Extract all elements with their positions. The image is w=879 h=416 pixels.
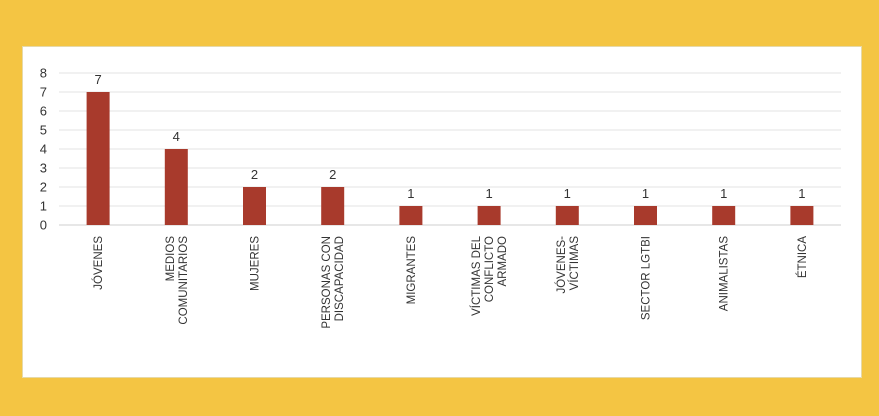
y-axis-ticks: 0 1 2 3 4 5 6 7 8 (40, 66, 47, 233)
category-label-line: ÉTNICA (796, 236, 809, 279)
bar (243, 187, 266, 225)
bar (86, 92, 110, 225)
category-label-line: MEDIOS (165, 236, 177, 282)
category-labels: JÓVENES MEDIOS COMUNITARIOS MUJERES PERSONAS… (92, 235, 809, 328)
category-label-line: ARMADO (497, 236, 509, 287)
y-tick-label: 8 (40, 66, 47, 81)
category-label: ANIMALISTAS (719, 236, 731, 312)
bar-chart: 0 1 2 3 4 5 6 7 8 7 4 2 2 1 1 1 1 1 1 JÓVENES MEDIOS COMUNI… (40, 66, 841, 329)
y-tick-label: 2 (40, 180, 47, 195)
category-label: JÓVENES (92, 236, 105, 290)
data-label: 1 (720, 186, 727, 201)
bar (712, 206, 736, 225)
category-label-line: VÍCTIMAS (568, 236, 581, 291)
category-label: JÓVENES- VÍCTIMAS (555, 236, 581, 294)
category-label: MIGRANTES (406, 236, 418, 305)
data-label: 7 (94, 72, 101, 87)
data-label: 4 (173, 129, 180, 144)
category-label-line: JÓVENES- (555, 236, 568, 294)
y-tick-label: 5 (40, 123, 47, 138)
data-label: 1 (798, 186, 805, 201)
chart-panel: 0 1 2 3 4 5 6 7 8 7 4 2 2 1 1 1 1 1 1 JÓVENES MEDIOS COMUNI… (22, 46, 862, 378)
category-label: ÉTNICA (796, 236, 809, 279)
category-label-line: COMUNITARIOS (178, 236, 190, 325)
category-label-line: PERSONAS CON (321, 236, 333, 329)
bar (555, 206, 579, 225)
data-labels: 7 4 2 2 1 1 1 1 1 1 (94, 72, 805, 201)
category-label: MUJERES (250, 236, 262, 291)
bar (477, 206, 501, 225)
data-label: 1 (642, 186, 649, 201)
y-tick-label: 1 (40, 199, 47, 214)
category-label-line: MIGRANTES (406, 236, 418, 305)
category-label-line: ANIMALISTAS (719, 236, 731, 312)
bar (399, 206, 423, 225)
y-tick-label: 0 (40, 218, 47, 233)
y-tick-label: 7 (40, 85, 47, 100)
category-label-line: CONFLICTO (484, 236, 496, 302)
gridlines (59, 72, 841, 226)
category-label-line: SECTOR LGTBI (641, 236, 653, 320)
category-label-line: JÓVENES (92, 236, 105, 290)
category-label: MEDIOS COMUNITARIOS (165, 236, 190, 325)
data-label: 2 (329, 167, 336, 182)
y-tick-label: 6 (40, 104, 47, 119)
category-label: VÍCTIMAS DEL CONFLICTO ARMADO (470, 235, 509, 315)
data-label: 1 (485, 186, 492, 201)
bar (321, 187, 345, 225)
bar (790, 206, 814, 225)
data-label: 2 (251, 167, 258, 182)
category-label: SECTOR LGTBI (641, 236, 653, 320)
category-label-line: DISCAPACIDAD (334, 236, 346, 321)
bar (164, 149, 188, 225)
data-label: 1 (564, 186, 571, 201)
category-label: PERSONAS CON DISCAPACIDAD (321, 236, 346, 329)
bars (86, 92, 814, 225)
data-label: 1 (407, 186, 414, 201)
bar (634, 206, 657, 225)
y-tick-label: 4 (40, 142, 47, 157)
category-label-line: MUJERES (250, 236, 262, 291)
y-tick-label: 3 (40, 161, 47, 176)
category-label-line: VÍCTIMAS DEL (470, 235, 483, 315)
